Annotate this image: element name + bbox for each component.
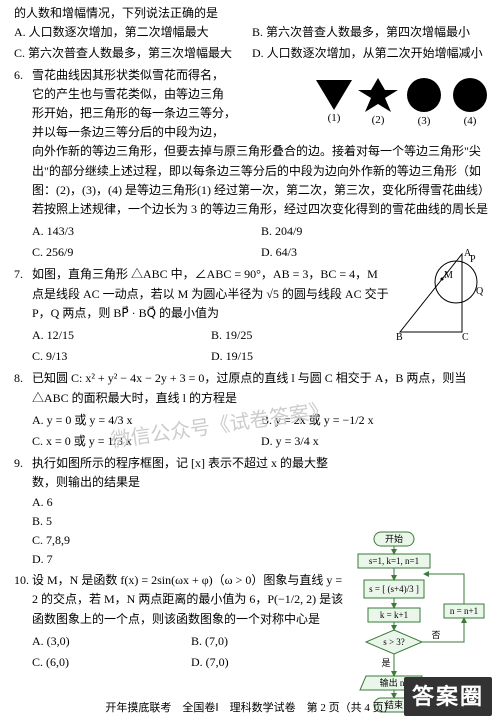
q7-label-q: Q [476, 286, 484, 297]
q7-opt-d: D. 19/15 [211, 346, 390, 367]
q10-opt-a: A. (3,0) [32, 631, 191, 652]
q6-line2: 它的产生也与雪花类似，由等边三角 [32, 85, 310, 104]
q7-label-m: M [444, 270, 453, 281]
q7-label-b: B [396, 332, 403, 343]
q7-opt-b: B. 19/25 [211, 325, 390, 346]
q8-text: 已知圆 C: x² + y² − 4x − 2y + 3 = 0，过原点的直线 … [32, 369, 490, 407]
q10-number: 10. [14, 571, 32, 673]
flow-step1: s = [ (s+4)/3 ] [369, 584, 419, 594]
q7-text: 如图，直角三角形 △ABC 中，∠ABC = 90°，AB = 3，BC = 4… [32, 265, 390, 323]
q6-opt-a: A. 143/3 [32, 221, 261, 242]
koch-4-icon: (4) [450, 77, 490, 131]
q8-opt-b: B. y = 2x 或 y = −1/2 x [261, 410, 490, 431]
q9-opt-a: A. 6 [32, 493, 350, 512]
q6-rest: 向外作新的等边三角形，但要去掉与原三角形叠合的边。接着对每一个等边三角形"尖出"… [32, 142, 490, 219]
q5-opt-c: C. 第六次普查人数最多，第三次增幅最大 [14, 44, 252, 63]
intro-tail: 的人数和增幅情况，下列说法正确的是 [14, 4, 490, 23]
q7-number: 7. [14, 265, 32, 367]
q6-line3: 形开始，把三角形的每一条边三等分， [32, 104, 310, 123]
q5-opt-d: D. 人口数逐次增加，从第二次开始增幅减小 [252, 44, 490, 63]
q8-opt-c: C. x = 0 或 y = 1/3 x [32, 431, 261, 452]
q9-opt-c: C. 7,8,9 [32, 531, 350, 550]
q5-opt-b: B. 第六次普查人数最多，第四次增幅最小 [252, 23, 490, 42]
koch-2-icon: (2) [358, 78, 398, 130]
flow-out: 输出 n [380, 677, 405, 688]
q7-label-c: C [462, 332, 469, 343]
flow-no: 否 [431, 630, 440, 640]
q9-opt-b: B. 5 [32, 512, 350, 531]
q7-opt-c: C. 9/13 [32, 346, 211, 367]
q6-opt-c: C. 256/9 [32, 242, 261, 263]
triangle-icon [316, 80, 352, 110]
q10-opt-b: B. (7,0) [191, 631, 350, 652]
q8-number: 8. [14, 369, 32, 452]
flow-cond: s > 3? [383, 637, 405, 647]
q7-label-p: P [470, 254, 476, 265]
q10-opt-d: D. (7,0) [191, 652, 350, 673]
q6-fig-label-1: (1) [316, 110, 352, 128]
koch-3-icon: (3) [404, 77, 444, 131]
q8-opt-d: D. y = 3/4 x [261, 431, 490, 452]
q9-text: 执行如图所示的程序框图，记 [x] 表示不超过 x 的最大整数，则输出的结果是 [32, 454, 350, 492]
flow-step2: k = k+1 [380, 610, 408, 620]
q6-fig-label-3: (3) [404, 113, 444, 131]
flow-right: n = n+1 [450, 606, 478, 616]
q10-text: 设 M，N 是函数 f(x) = 2sin(ωx + φ)（ω > 0）图象与直… [32, 571, 350, 629]
q5-opt-a: A. 人口数逐次增加，第二次增幅最大 [14, 23, 252, 42]
flow-init: s=1, k=1, n=1 [369, 556, 419, 566]
q6-line4: 并以每一条边三等分后的中段为边， [32, 123, 310, 142]
q9-opt-d: D. 7 [32, 550, 350, 569]
site-logo: 答案圈 [404, 677, 492, 716]
q6-opt-b: B. 204/9 [261, 221, 490, 242]
q6-number: 6. [14, 66, 32, 264]
q9-number: 9. [14, 454, 32, 569]
q6-fig-label-2: (2) [358, 112, 398, 130]
flow-yes: 是 [381, 658, 390, 668]
q7-opt-a: A. 12/15 [32, 325, 211, 346]
q6-figure-row: (1) (2) (3) (4) [316, 68, 490, 141]
q8-opt-a: A. y = 0 或 y = 4/3 x [32, 410, 261, 431]
q10-opt-c: C. (6,0) [32, 652, 191, 673]
q7-figure: B C A P Q M [390, 248, 486, 344]
q6-line1: 雪花曲线因其形状类似雪花而得名， [32, 66, 310, 85]
flow-start: 开始 [385, 533, 403, 544]
q6-fig-label-4: (4) [450, 113, 490, 131]
